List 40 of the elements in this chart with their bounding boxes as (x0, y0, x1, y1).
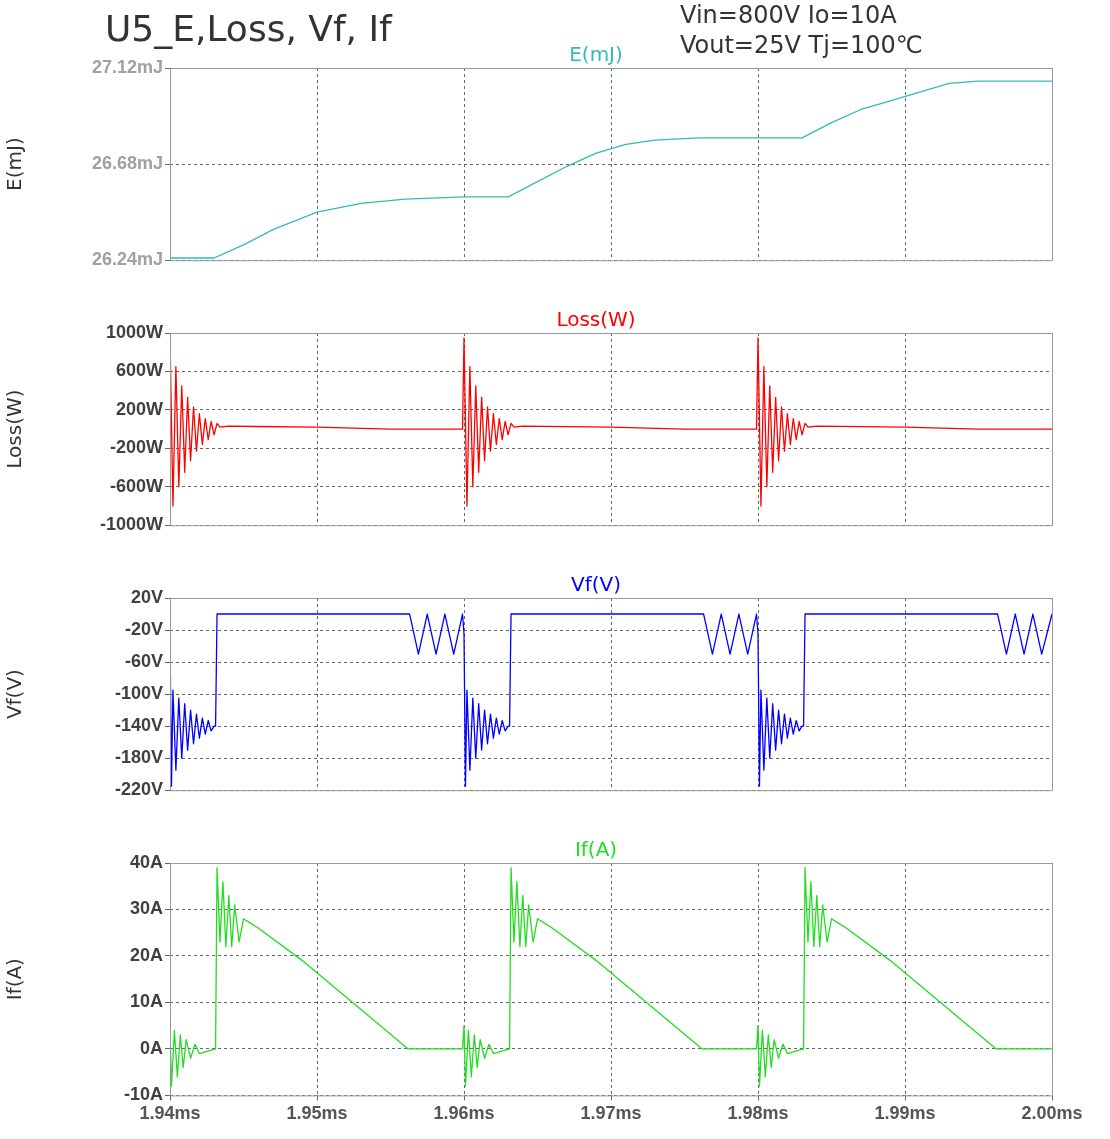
y-tick-label: -1000W (99, 514, 164, 535)
y-tick-label: 200W (115, 398, 163, 419)
y-tick-label: -60V (124, 651, 163, 672)
y-tick-label: -20V (124, 619, 163, 639)
y-tick-label: -600W (109, 475, 164, 496)
y-axis-title: E(mJ) (2, 137, 27, 191)
x-tick-label: 1.94ms (139, 1103, 201, 1124)
y-axis-title: Loss(W) (2, 389, 27, 469)
y-tick-label: -200W (109, 437, 164, 458)
y-tick-label: 30A (129, 898, 163, 919)
chart-title: U5_E,Loss, Vf, If (105, 8, 392, 49)
y-tick-label: 27.12mJ (91, 56, 163, 77)
text: Vin=800V Io=10A (680, 0, 898, 30)
y-tick-label: 0A (139, 1037, 163, 1058)
y-tick-label: 26.68mJ (91, 153, 163, 174)
series-label: Vf(V) (570, 572, 622, 597)
y-tick-label: -10A (123, 1084, 163, 1105)
y-tick-label: 26.24mJ (91, 249, 163, 270)
y-tick-label: 10A (129, 991, 163, 1012)
y-tick-label: -220V (114, 779, 163, 800)
y-tick-label: 600W (115, 360, 163, 381)
y-tick-label: -180V (114, 747, 163, 768)
x-tick-label: 1.95ms (286, 1103, 348, 1124)
x-tick-label: 1.97ms (580, 1103, 642, 1124)
x-tick-label: 1.96ms (433, 1103, 495, 1124)
text: Vout=25V Tj=100℃ (680, 30, 923, 60)
y-tick-label: 20A (129, 944, 163, 965)
text: Loss(W) (556, 307, 636, 332)
y-axis-title: Vf(V) (2, 669, 27, 720)
x-tick-label: 1.98ms (727, 1103, 789, 1124)
y-axis-title: If(A) (2, 958, 27, 1001)
x-tick-label: 1.99ms (874, 1103, 936, 1124)
y-tick-label: -140V (114, 715, 163, 736)
text: If(A) (574, 837, 618, 862)
y-tick-label: -100V (114, 683, 163, 704)
y-tick-label: 1000W (105, 321, 163, 342)
y-tick-label: 20V (130, 586, 163, 607)
x-tick-label: 2.00ms (1021, 1103, 1083, 1124)
y-tick-label: 40A (129, 851, 163, 872)
text: E(mJ) (569, 42, 623, 67)
